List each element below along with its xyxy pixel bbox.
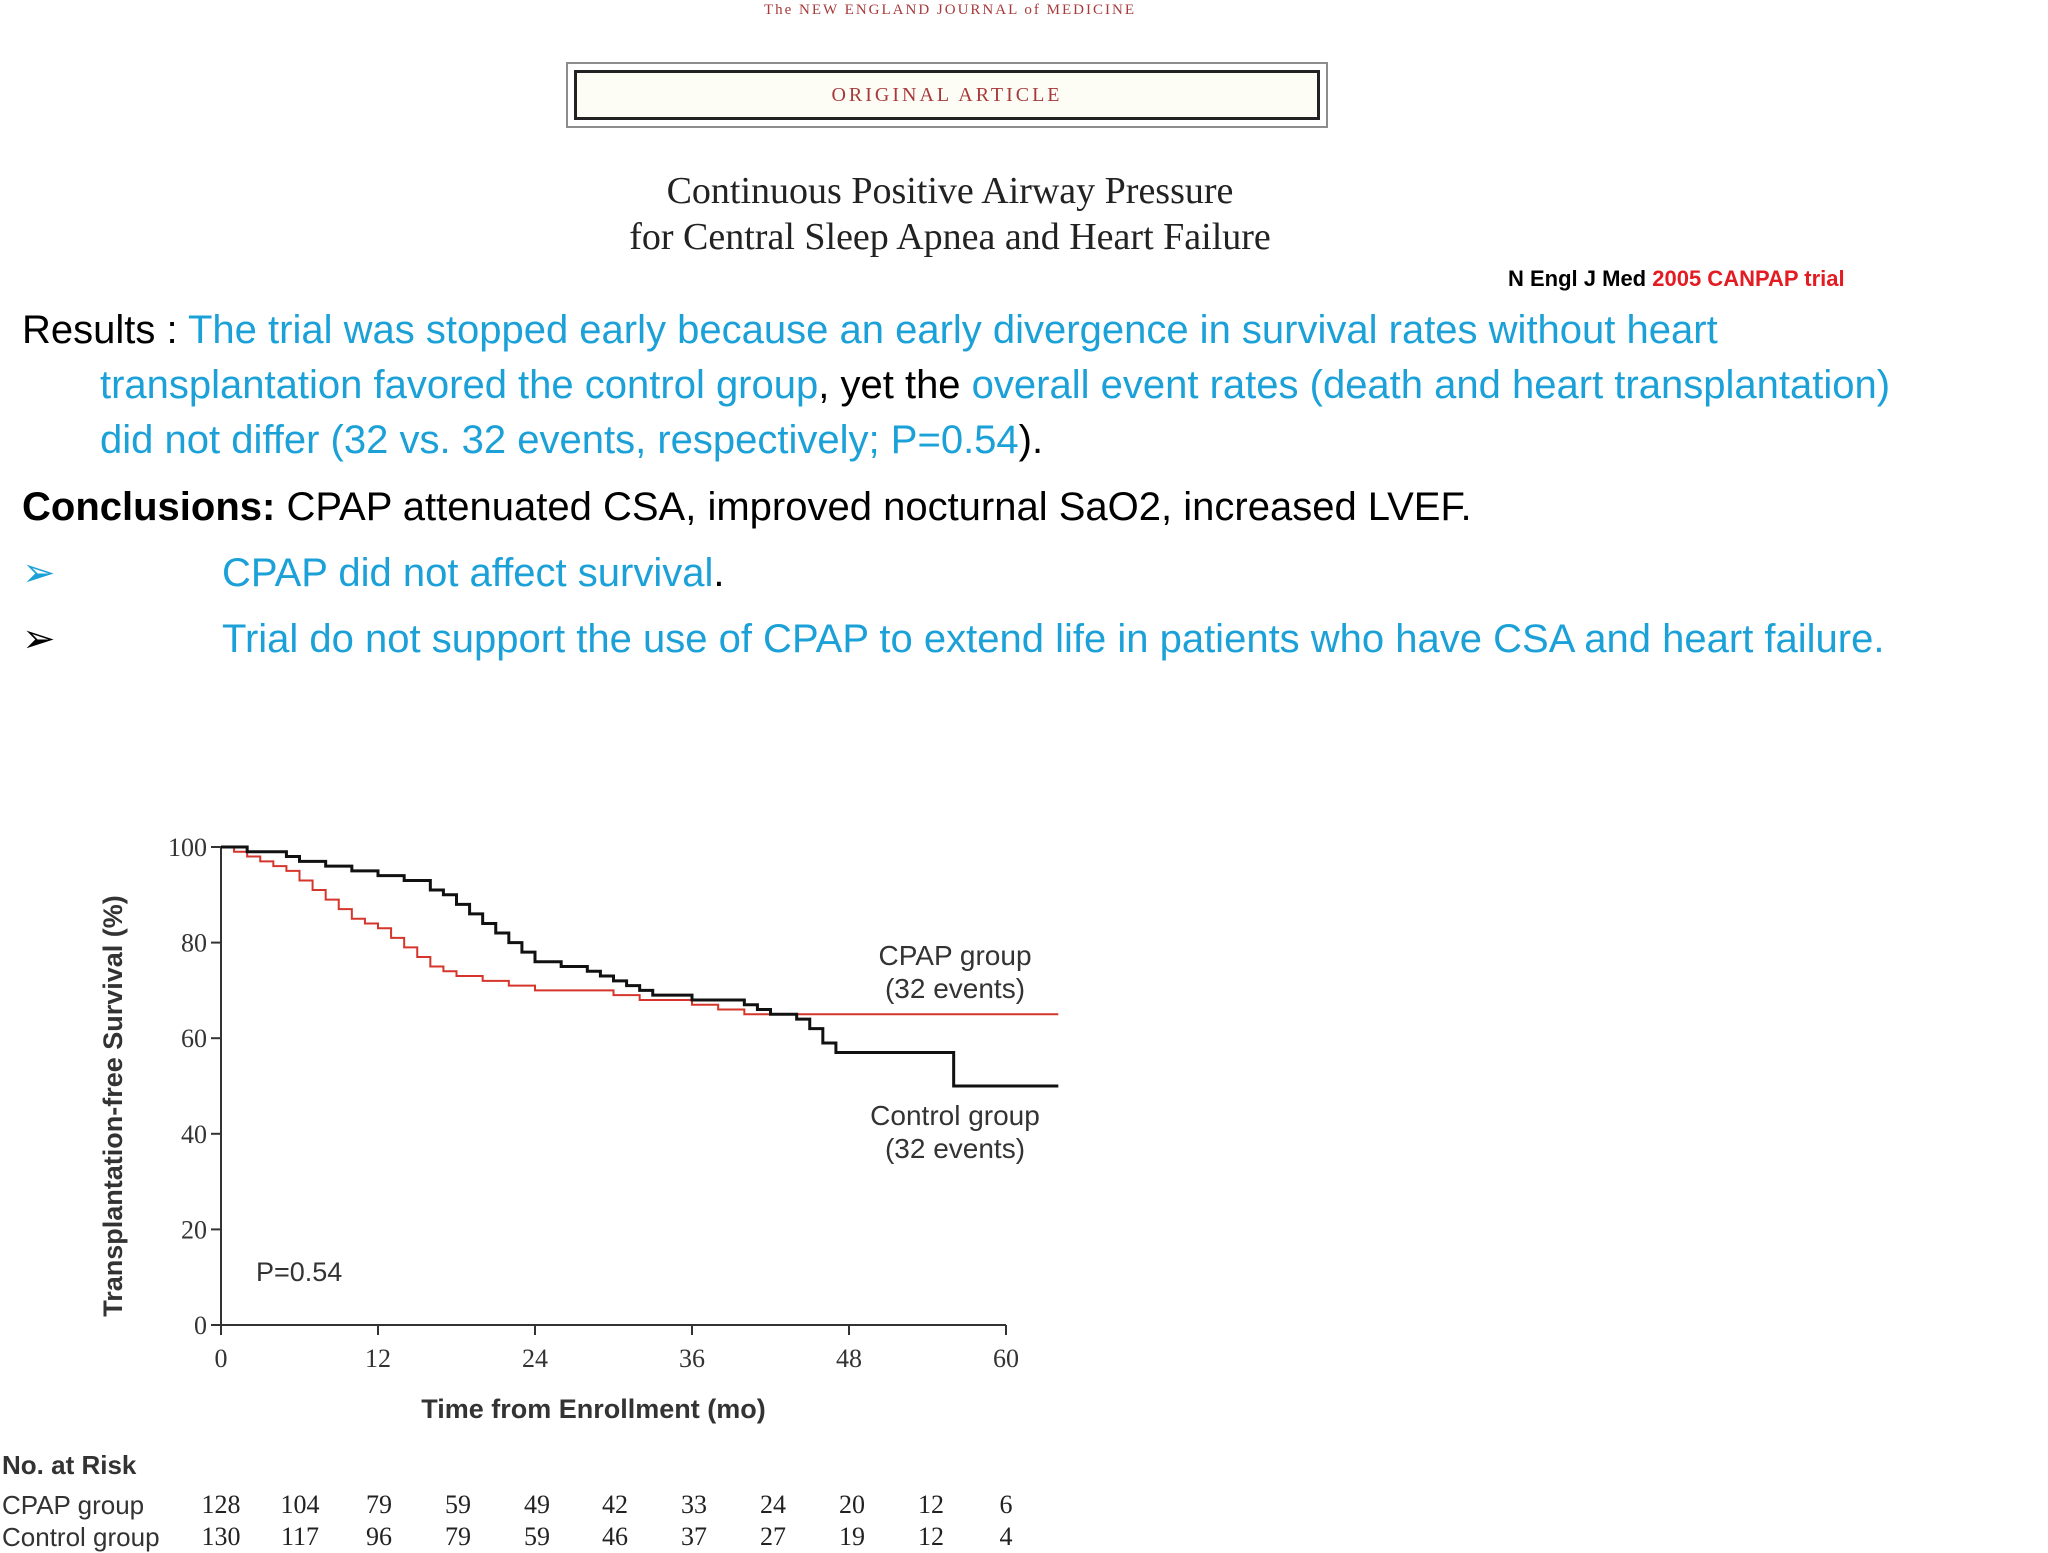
article-title-line-2: for Central Sleep Apnea and Heart Failur…: [629, 216, 1271, 258]
risk-cell: 20: [839, 1490, 865, 1519]
results-text-1: The trial was stopped early because an e…: [188, 308, 1718, 352]
risk-cell: 24: [760, 1490, 786, 1519]
control-survival-line: [221, 845, 1059, 1088]
risk-cell: 96: [366, 1522, 392, 1551]
risk-cell: 6: [999, 1490, 1013, 1519]
risk-cell: 79: [366, 1490, 392, 1519]
risk-table-title: No. at Risk: [2, 1450, 137, 1480]
y-tick-label: 100: [168, 833, 207, 862]
risk-row-label: CPAP group: [2, 1490, 145, 1520]
x-tick-label: 36: [679, 1344, 705, 1373]
x-tick-label: 48: [836, 1344, 862, 1373]
series-label: Control group: [870, 1100, 1040, 1131]
x-tick-label: 12: [365, 1344, 391, 1373]
bullet-text: CPAP did not affect survival: [222, 551, 714, 595]
risk-cell: 59: [524, 1522, 550, 1551]
y-tick-label: 60: [181, 1024, 207, 1053]
risk-cell: 117: [280, 1522, 320, 1551]
risk-cell: 59: [445, 1490, 471, 1519]
results-text-3: , yet the: [818, 363, 972, 407]
x-tick-label: 24: [522, 1344, 548, 1373]
bullet-text: Trial do not support the use of CPAP to …: [222, 617, 1885, 661]
citation-trial: 2005 CANPAP trial: [1652, 266, 1845, 291]
article-title-line-1: Continuous Positive Airway Pressure: [666, 170, 1234, 212]
article-type-label: ORIGINAL ARTICLE: [574, 70, 1320, 120]
results-text-2: transplantation favored the control grou…: [100, 363, 819, 407]
risk-cell: 128: [201, 1490, 241, 1519]
series-label: CPAP group: [878, 940, 1031, 971]
journal-masthead: The NEW ENGLAND JOURNAL of MEDICINE: [763, 2, 1137, 18]
y-axis-label: Transplantation-free Survival (%): [98, 895, 128, 1317]
results-text-6: ).: [1018, 418, 1044, 462]
y-tick-label: 80: [181, 929, 207, 958]
risk-row-label: Control group: [2, 1522, 160, 1552]
citation-journal: N Engl J Med: [1508, 266, 1653, 291]
survival-chart: 0 20 40 60 80 100 0 12 24 36 48 60 Time from Enroll…: [98, 833, 1059, 1424]
risk-table: No. at Risk CPAP group 128 104 79 59 49 42 33 24 2…: [0, 1442, 1100, 1552]
p-value-annotation: P=0.54: [256, 1257, 342, 1287]
series-events-label: (32 events): [885, 973, 1025, 1004]
risk-cell: 12: [918, 1522, 944, 1551]
x-tick-label: 60: [993, 1344, 1019, 1373]
risk-cell: 33: [681, 1490, 707, 1519]
arrow-bullet-icon: ➢: [22, 551, 56, 595]
arrow-bullet-icon: ➢: [22, 617, 56, 661]
risk-cell: 42: [602, 1490, 628, 1519]
y-tick-label: 0: [194, 1311, 207, 1340]
results-text-5: did not differ (32 vs. 32 events, respec…: [100, 418, 1019, 462]
x-tick-label: 0: [215, 1344, 228, 1373]
x-axis-label: Time from Enrollment (mo): [421, 1394, 766, 1424]
risk-cell: 104: [280, 1490, 320, 1519]
results-label: Results :: [22, 308, 188, 352]
y-tick-label: 20: [181, 1215, 207, 1244]
risk-cell: 4: [999, 1522, 1013, 1551]
article-type-box: ORIGINAL ARTICLE: [566, 62, 1328, 128]
risk-cell: 46: [602, 1522, 628, 1551]
risk-cell: 27: [760, 1522, 786, 1551]
risk-cell: 19: [839, 1522, 865, 1551]
risk-cell: 130: [201, 1522, 241, 1551]
risk-cell: 79: [445, 1522, 471, 1551]
citation: N Engl J Med 2005 CANPAP trial: [1508, 266, 1845, 292]
conclusions-paragraph: Conclusions: CPAP attenuated CSA, improv…: [22, 480, 1472, 535]
conclusions-label: Conclusions:: [22, 485, 276, 529]
risk-cell: 49: [524, 1490, 550, 1519]
risk-cell: 37: [681, 1522, 707, 1551]
conclusions-text: CPAP attenuated CSA, improved nocturnal …: [275, 485, 1472, 529]
bullet-item: ➢ Trial do not support the use of CPAP to…: [22, 612, 1884, 667]
y-tick-label: 40: [181, 1120, 207, 1149]
risk-cell: 12: [918, 1490, 944, 1519]
bullet-item: ➢ CPAP did not affect survival.: [22, 546, 725, 601]
cpap-survival-line: [221, 846, 1059, 1016]
bullet-suffix: .: [713, 551, 725, 595]
article-title: Continuous Positive Airway Pressure for …: [0, 168, 1900, 260]
results-paragraph: Results : The trial was stopped early be…: [22, 303, 2022, 468]
series-events-label: (32 events): [885, 1133, 1025, 1164]
results-text-4: overall event rates (death and heart tra…: [971, 363, 1891, 407]
